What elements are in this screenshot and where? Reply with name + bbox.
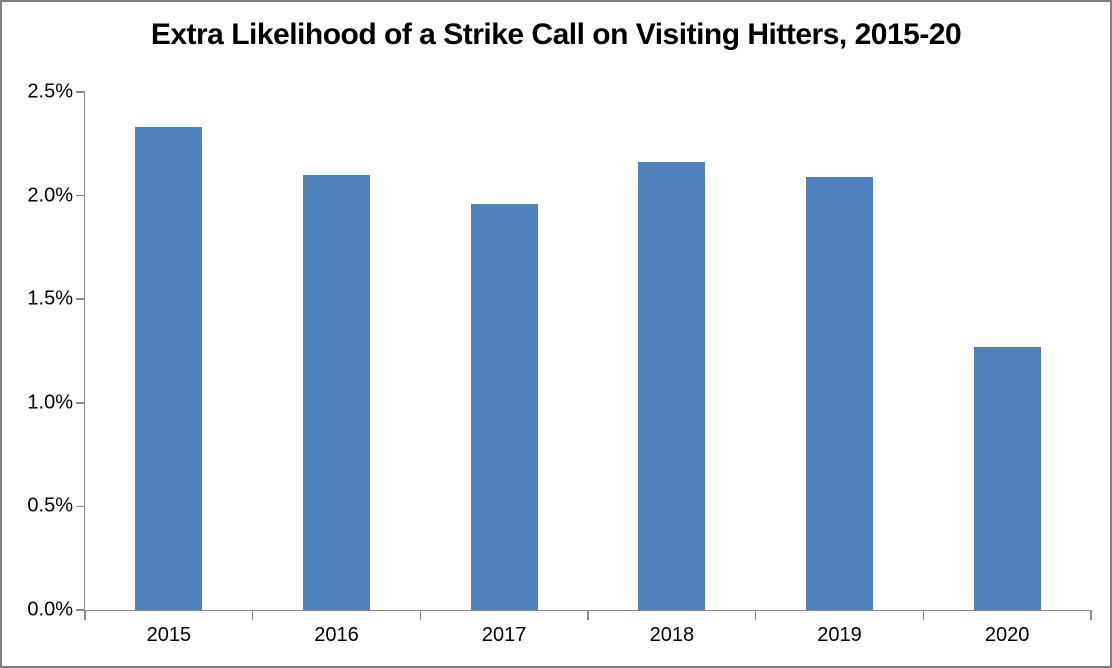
plot-area: 2015 2016 2017 2018 2019 2020 0.0% 0.5% 1.0% 1.5%… <box>27 81 1092 646</box>
y-axis-tick <box>76 91 85 93</box>
x-axis-label-2017: 2017 <box>481 624 527 646</box>
y-axis-label: 0.0% <box>27 598 73 621</box>
y-axis-tick <box>76 298 85 300</box>
chart-title: Extra Likelihood of a Strike Call on Vis… <box>150 18 962 51</box>
bar-2018 <box>638 162 706 610</box>
x-axis-tick <box>754 610 757 620</box>
y-axis-label: 1.5% <box>27 287 73 310</box>
bar-2019 <box>806 176 873 610</box>
y-axis-label: 2.0% <box>27 184 73 207</box>
x-axis-label-2015: 2015 <box>146 624 192 646</box>
y-axis-tick <box>76 402 85 404</box>
x-axis-tick <box>587 610 589 620</box>
bar-2020 <box>973 346 1041 610</box>
x-axis-label-2020: 2020 <box>984 624 1030 646</box>
bar-2016 <box>303 174 370 610</box>
y-axis-label: 0.5% <box>27 494 73 517</box>
x-axis-tick <box>922 610 925 620</box>
y-axis-tick <box>76 609 85 611</box>
x-axis-label-2019: 2019 <box>817 624 862 646</box>
x-axis-label-2018: 2018 <box>649 624 695 646</box>
x-axis-label-2016: 2016 <box>314 624 359 646</box>
bar-2015 <box>135 127 203 610</box>
bar-2017 <box>470 203 538 610</box>
y-axis-tick <box>76 505 85 508</box>
x-axis-tick <box>251 610 254 620</box>
x-axis-tick <box>419 610 422 620</box>
x-axis-tick <box>84 610 86 620</box>
y-axis-label: 1.0% <box>27 391 73 414</box>
y-axis-tick <box>76 194 85 197</box>
x-axis-tick <box>1090 610 1092 620</box>
y-axis-label: 2.5% <box>27 80 73 103</box>
